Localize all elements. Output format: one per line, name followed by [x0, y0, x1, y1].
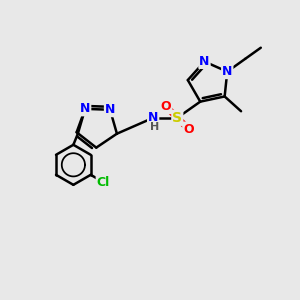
Text: S: S [172, 111, 182, 125]
Text: O: O [183, 122, 194, 136]
Text: N: N [80, 102, 90, 116]
Text: Cl: Cl [97, 176, 110, 189]
Text: N: N [199, 55, 210, 68]
Text: N: N [105, 103, 115, 116]
Text: O: O [161, 100, 171, 113]
Text: N: N [148, 111, 158, 124]
Text: H: H [150, 122, 159, 132]
Text: N: N [222, 65, 232, 78]
